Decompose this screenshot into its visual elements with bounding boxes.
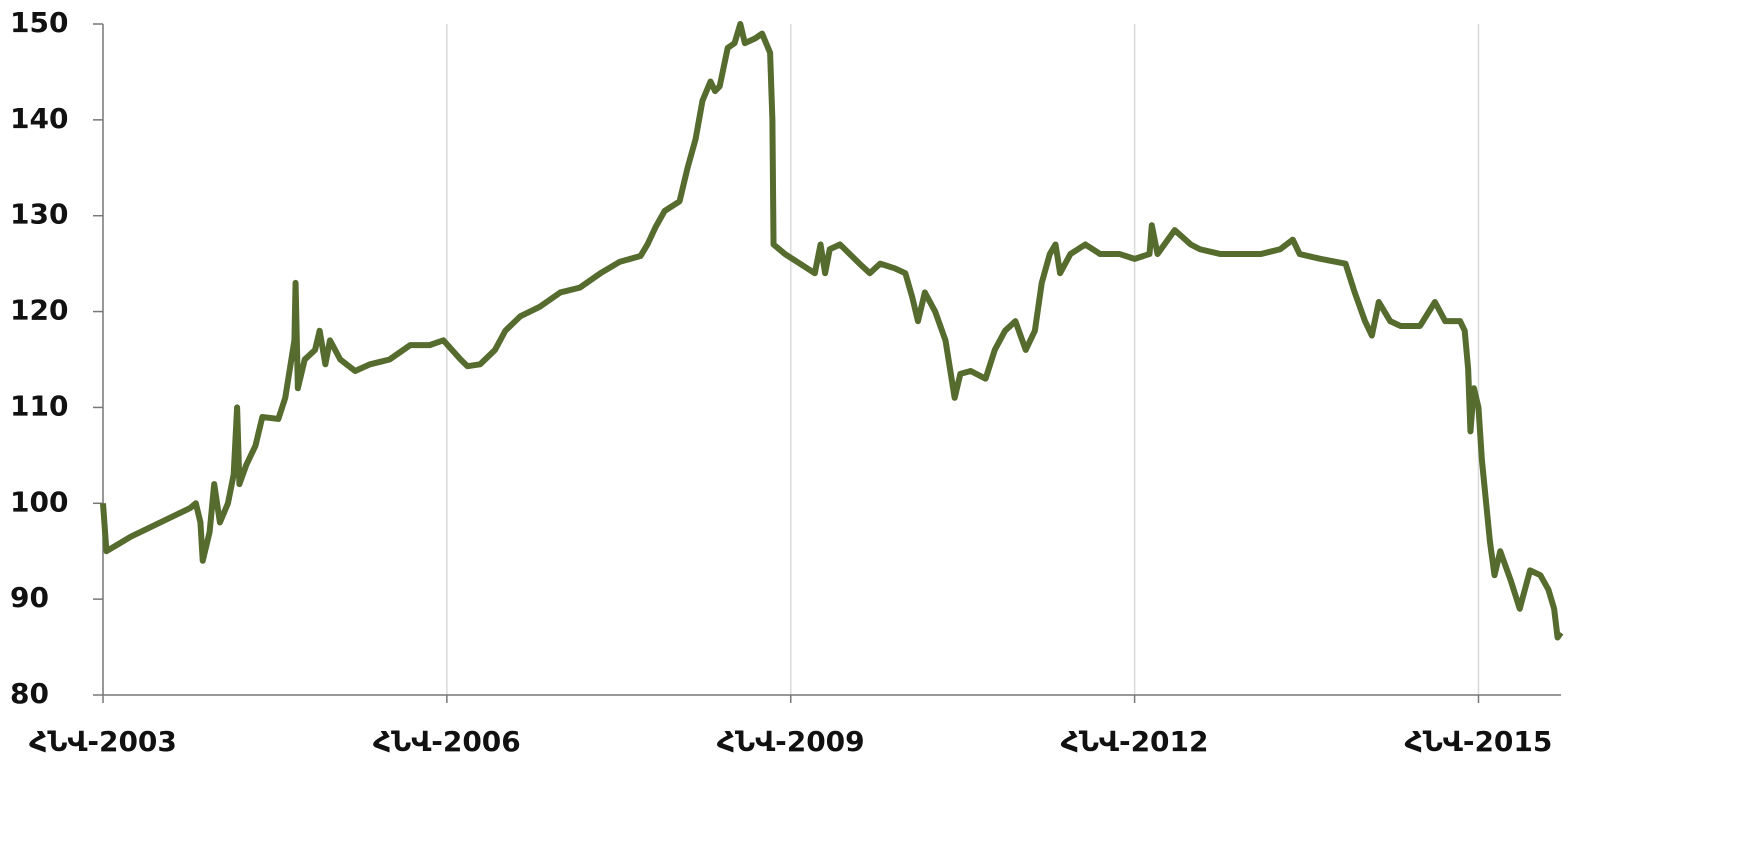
y-tick-label: 80 bbox=[10, 677, 49, 710]
y-tick-label: 100 bbox=[10, 485, 68, 518]
y-tick-label: 140 bbox=[10, 102, 68, 135]
x-tick-label: ՀՆՎ-2012 bbox=[1061, 725, 1209, 758]
line bbox=[100, 21, 1564, 641]
y-tick-label: 120 bbox=[10, 294, 68, 327]
x-tick-label: ՀՆՎ-2015 bbox=[1405, 725, 1553, 758]
x-tick-label: ՀՆՎ-2009 bbox=[717, 725, 865, 758]
x-tick-label: ՀՆՎ-2003 bbox=[29, 725, 177, 758]
x-tick-label: ՀՆՎ-2006 bbox=[373, 725, 521, 758]
y-tick-label: 150 bbox=[10, 6, 68, 39]
y-tick-label: 110 bbox=[10, 389, 68, 422]
y-tick-label: 130 bbox=[10, 198, 68, 231]
y-tick-label: 90 bbox=[10, 581, 49, 614]
